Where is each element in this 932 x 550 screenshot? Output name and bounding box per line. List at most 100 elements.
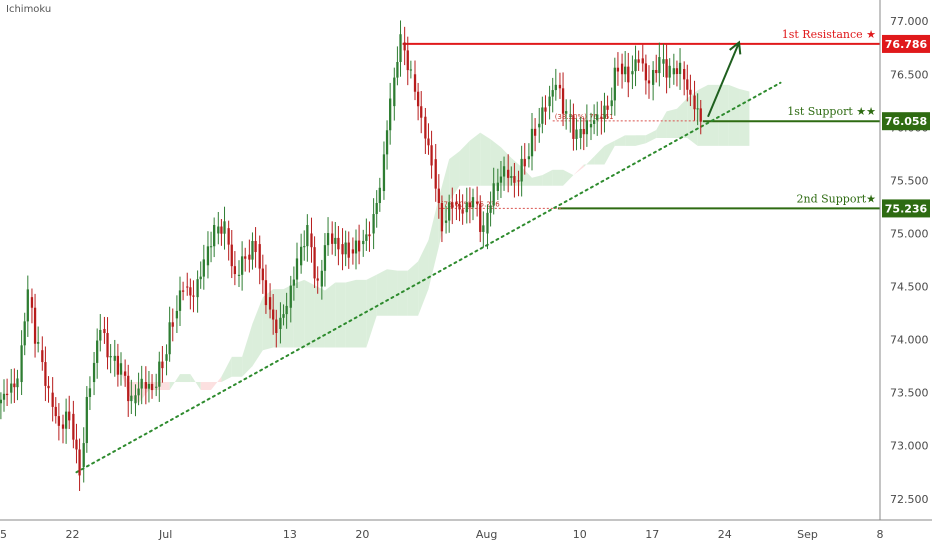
candle-body bbox=[507, 169, 510, 178]
candle-body bbox=[589, 123, 593, 128]
cloud-segment bbox=[180, 374, 191, 383]
candle-body bbox=[64, 411, 68, 429]
candle-body bbox=[686, 79, 689, 90]
candle-body bbox=[393, 77, 396, 107]
candle-body bbox=[16, 378, 19, 388]
candle-body bbox=[368, 234, 371, 237]
candle-body bbox=[109, 356, 112, 358]
candle-body bbox=[13, 383, 16, 388]
candle-body bbox=[326, 233, 330, 246]
candle-body bbox=[523, 158, 526, 167]
candle-body bbox=[227, 228, 230, 245]
candle-body bbox=[2, 393, 6, 400]
candle-body bbox=[186, 286, 189, 288]
candle-body bbox=[189, 287, 192, 296]
candle-body bbox=[620, 63, 624, 75]
candle-body bbox=[33, 307, 37, 344]
cloud-segment bbox=[459, 140, 470, 186]
price-tick-label: 73.000 bbox=[890, 440, 929, 453]
candle-body bbox=[575, 129, 578, 139]
candle-body bbox=[510, 176, 513, 178]
candle-body bbox=[299, 246, 303, 266]
time-axis[interactable]: 15 22 Jul 13 20 Aug 10 17 24 Sep 8 bbox=[0, 519, 932, 541]
candle-body bbox=[416, 91, 420, 107]
price-badge bbox=[882, 112, 930, 131]
candle-body bbox=[558, 84, 562, 89]
candle-body bbox=[103, 328, 106, 334]
candle-body bbox=[68, 411, 71, 421]
candle-body bbox=[289, 285, 292, 308]
cloud-segment bbox=[428, 197, 439, 290]
candle-body bbox=[561, 88, 565, 114]
price-tick-label: 74.500 bbox=[890, 281, 929, 294]
candle-body bbox=[5, 393, 9, 396]
level-label: 1st Resistance ★ bbox=[782, 28, 876, 41]
candle-body bbox=[285, 305, 288, 315]
candle-body bbox=[144, 382, 147, 389]
candle-body bbox=[616, 67, 620, 72]
candle-body bbox=[168, 322, 171, 355]
candle-body bbox=[530, 128, 534, 157]
candle-body bbox=[54, 406, 57, 417]
candle-body bbox=[631, 71, 634, 75]
candle-body bbox=[533, 128, 537, 136]
candle-body bbox=[268, 297, 272, 310]
candle-body bbox=[161, 361, 164, 369]
time-tick-label: 20 bbox=[355, 528, 369, 541]
candle-body bbox=[347, 242, 350, 258]
cloud-segment bbox=[542, 169, 553, 186]
candle-body bbox=[344, 242, 347, 255]
candle-body bbox=[389, 98, 392, 131]
candle-body bbox=[644, 63, 648, 81]
candle-body bbox=[696, 108, 699, 110]
candle-body bbox=[37, 342, 40, 344]
candle-body bbox=[306, 225, 309, 247]
candle-body bbox=[458, 204, 461, 210]
level-label: 2nd Support★ bbox=[797, 192, 877, 205]
candle-body bbox=[627, 66, 630, 83]
cloud-segment bbox=[521, 167, 532, 186]
candle-body bbox=[520, 158, 523, 182]
cloud-segment bbox=[532, 175, 543, 186]
cloud-segment bbox=[418, 240, 429, 316]
price-axis[interactable]: 72.500 73.000 73.500 74.000 74.500 75.000 75.5… bbox=[879, 0, 930, 520]
cloud-segment bbox=[397, 270, 408, 316]
cloud-segment bbox=[635, 135, 646, 146]
cloud-segment bbox=[148, 382, 160, 390]
cloud-segment bbox=[739, 88, 750, 146]
cloud-segment bbox=[293, 279, 305, 348]
candle-body bbox=[678, 62, 682, 75]
candle-body bbox=[486, 212, 489, 234]
candle-body bbox=[420, 106, 423, 118]
candle-body bbox=[88, 388, 92, 397]
price-badge bbox=[882, 34, 930, 53]
price-tick-label: 75.000 bbox=[890, 227, 929, 240]
level-lines: 1st Resistance ★ 1st Support ★★ 2nd Suppor… bbox=[402, 28, 880, 210]
candles bbox=[0, 20, 702, 491]
candle-body bbox=[378, 187, 381, 203]
ichimoku-cloud bbox=[55, 84, 750, 404]
cloud-segment bbox=[169, 374, 180, 390]
candle-body bbox=[47, 385, 50, 389]
candle-body bbox=[78, 449, 81, 476]
cloud-segment bbox=[324, 282, 336, 348]
cloud-segment bbox=[387, 269, 398, 316]
candle-body bbox=[282, 314, 285, 318]
price-badge-label: 75.236 bbox=[885, 202, 928, 215]
candle-body bbox=[699, 108, 702, 122]
candle-body bbox=[230, 244, 233, 267]
cloud-segment bbox=[314, 285, 325, 348]
candle-body bbox=[424, 116, 427, 139]
candle-body bbox=[693, 95, 696, 110]
candle-body bbox=[0, 399, 3, 404]
candle-body bbox=[147, 383, 151, 389]
candle-body bbox=[240, 256, 244, 275]
cloud-segment bbox=[252, 297, 263, 367]
candle-body bbox=[237, 274, 241, 276]
candle-body bbox=[192, 295, 195, 297]
candle-body bbox=[502, 166, 506, 177]
cloud-segment bbox=[283, 283, 294, 348]
candle-body bbox=[258, 244, 261, 269]
candle-body bbox=[665, 59, 668, 78]
